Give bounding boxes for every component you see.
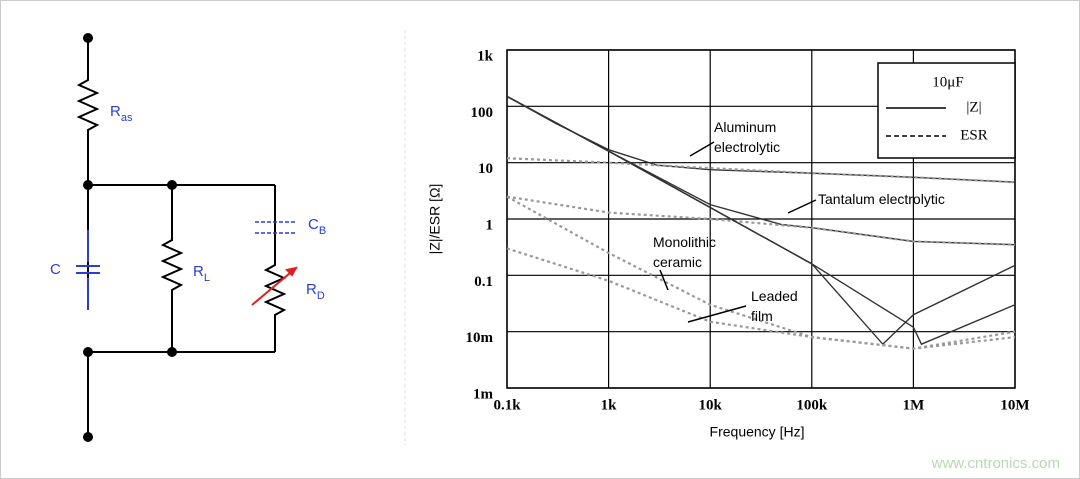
resistor-rl <box>160 185 184 352</box>
annotation-line: electrolytic <box>714 139 780 155</box>
y-tick-label: 1m <box>473 386 494 402</box>
label-cb: CB <box>308 216 326 237</box>
arrow-head <box>285 266 298 277</box>
watermark: www.cntronics.com <box>931 455 1060 472</box>
symbol: R <box>306 281 317 298</box>
sub: D <box>317 290 325 302</box>
dots <box>83 33 177 442</box>
x-tick-label: 0.1k <box>493 397 521 413</box>
node <box>167 180 177 190</box>
annotation: Tantalum electrolytic <box>818 191 945 207</box>
y-tick-label: 10 <box>478 161 493 177</box>
chart: 1m 10m 0.1 1 10 100 1k 0.1k 1k 10k 100k 1M 10M Freque… <box>427 48 1030 439</box>
plot-frame <box>506 49 1016 389</box>
annotation: Monolithic ceramic <box>653 234 716 270</box>
y-tick-label: 0.1 <box>474 274 493 290</box>
capacitor-c <box>76 265 100 274</box>
y-tick-label: 10m <box>466 330 494 346</box>
variable-arrow <box>251 267 297 306</box>
node <box>83 180 93 190</box>
symbol: C <box>308 216 319 233</box>
y-axis-label: |Z|/ESR [Ω] <box>427 184 443 255</box>
annotation: Leaded film <box>751 288 798 324</box>
legend-box <box>877 62 1016 159</box>
node <box>83 33 93 43</box>
node <box>83 432 93 442</box>
annotation-line: film <box>751 308 773 324</box>
annotation-line: ceramic <box>653 254 702 270</box>
symbol: R <box>110 103 121 120</box>
label-rl: RL <box>193 263 210 284</box>
legend-label: |Z| <box>966 99 981 115</box>
y-tick-label: 1k <box>477 48 494 64</box>
annotation-line: Tantalum electrolytic <box>818 191 945 207</box>
series-line <box>506 95 1016 346</box>
symbol: R <box>193 263 204 280</box>
x-axis-label: Frequency [Hz] <box>710 424 805 440</box>
y-tick-label: 1 <box>486 217 494 233</box>
circuit <box>76 38 298 437</box>
legend-label: ESR <box>960 127 988 143</box>
capacitor-cb <box>255 221 296 234</box>
annotation-line: Leaded <box>751 288 798 304</box>
series-line <box>506 247 1016 350</box>
annotation-line: Monolithic <box>653 234 716 250</box>
circuit-labels: Ras C RL CB RD <box>50 103 326 302</box>
sub: as <box>121 112 133 124</box>
annotation-arrow <box>689 141 715 157</box>
annotation-arrow <box>687 305 747 323</box>
legend-title: 10μF <box>932 74 963 90</box>
label-ras: Ras <box>110 103 133 124</box>
annotation-line: Aluminum <box>714 119 776 135</box>
x-tick-label: 1M <box>903 397 925 413</box>
y-tick-label: 100 <box>471 105 494 121</box>
annotation: Aluminum electrolytic <box>714 119 780 155</box>
label-rd: RD <box>306 281 325 302</box>
annotation-arrow <box>787 199 817 214</box>
sub: L <box>204 272 210 284</box>
sub: B <box>319 225 326 237</box>
node <box>83 347 93 357</box>
x-tick-label: 10M <box>1000 397 1029 413</box>
resistor-rd <box>263 185 287 352</box>
wire-left <box>76 38 100 437</box>
x-tick-label: 10k <box>699 397 723 413</box>
label-c: C <box>50 261 61 278</box>
wire-rails <box>88 184 275 353</box>
series-line <box>506 195 1016 246</box>
annotation-arrow <box>659 269 669 291</box>
x-tick-label: 1k <box>601 397 618 413</box>
x-tick-label: 100k <box>796 397 828 413</box>
node <box>167 347 177 357</box>
series-line <box>506 157 1016 184</box>
